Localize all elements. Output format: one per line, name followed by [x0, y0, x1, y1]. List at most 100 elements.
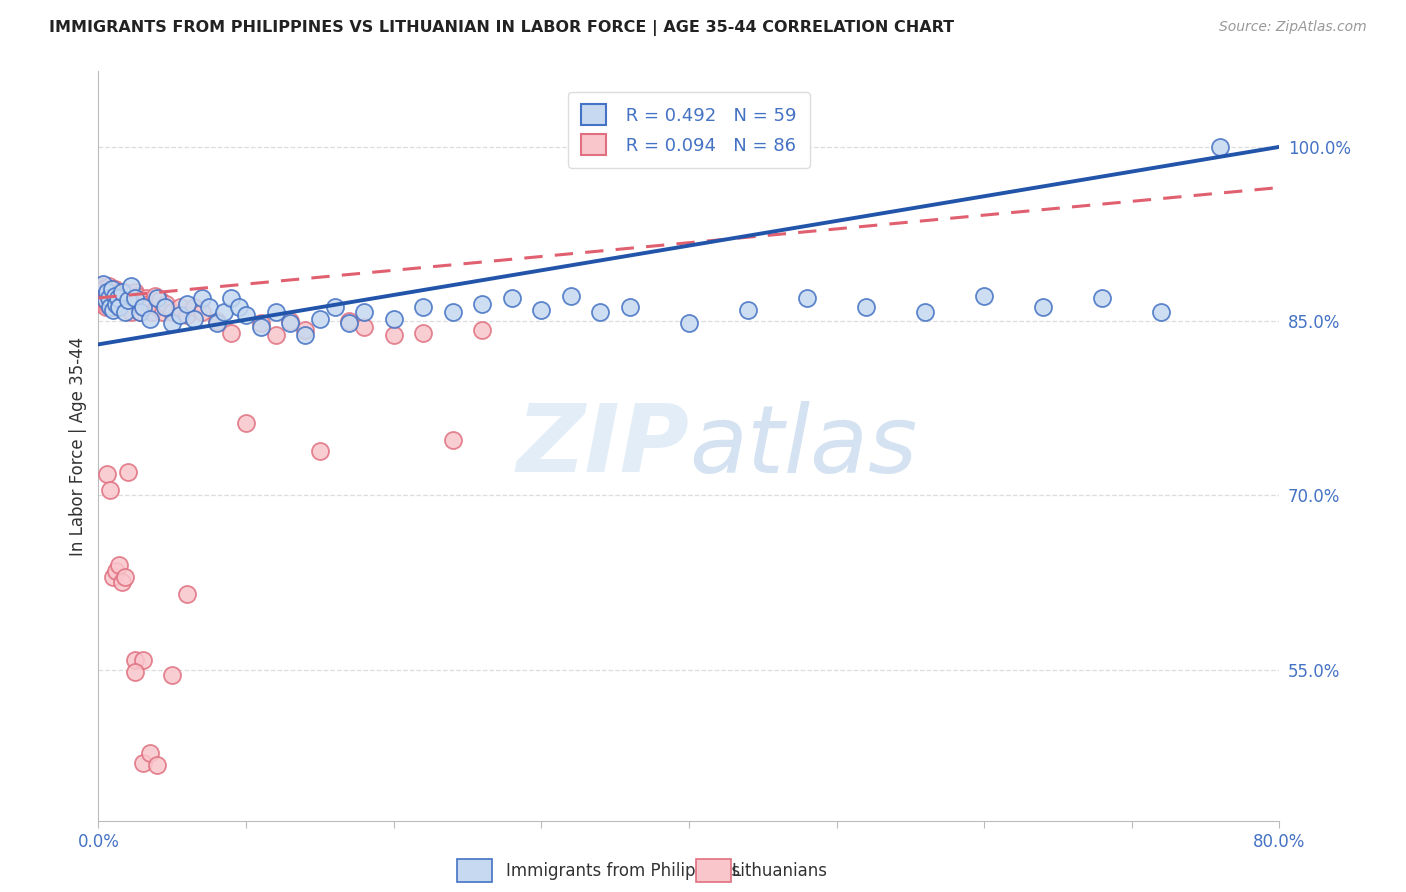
- Point: [309, 311, 332, 326]
- Point: [501, 291, 523, 305]
- Point: [162, 668, 183, 682]
- Point: [183, 311, 205, 326]
- Point: [124, 291, 146, 305]
- Point: [111, 296, 134, 310]
- Text: Source: ZipAtlas.com: Source: ZipAtlas.com: [1219, 20, 1367, 34]
- Point: [264, 328, 287, 343]
- Point: [107, 296, 129, 310]
- Point: [94, 300, 117, 314]
- Point: [107, 285, 129, 299]
- Point: [111, 285, 134, 299]
- Point: [117, 300, 139, 314]
- Point: [132, 300, 155, 314]
- Point: [146, 757, 169, 772]
- Point: [191, 291, 214, 305]
- Point: [294, 323, 316, 337]
- Point: [1209, 140, 1232, 154]
- Point: [1032, 300, 1054, 314]
- Point: [97, 291, 120, 305]
- Point: [169, 308, 191, 322]
- Point: [98, 483, 121, 497]
- Point: [382, 311, 405, 326]
- Point: [93, 282, 115, 296]
- Point: [132, 756, 155, 770]
- Point: [91, 285, 114, 299]
- Point: [309, 444, 332, 458]
- Point: [382, 328, 405, 343]
- Point: [143, 288, 166, 302]
- Point: [90, 296, 112, 310]
- Point: [149, 293, 172, 308]
- Point: [796, 291, 818, 305]
- Point: [107, 291, 129, 305]
- Point: [323, 300, 346, 314]
- Point: [89, 279, 111, 293]
- Point: [132, 300, 155, 314]
- Point: [105, 296, 128, 310]
- Point: [589, 305, 612, 319]
- Point: [205, 317, 228, 331]
- Point: [205, 314, 228, 328]
- Point: [198, 300, 221, 314]
- Point: [235, 308, 257, 322]
- Point: [162, 317, 183, 331]
- Point: [139, 311, 162, 326]
- Point: [737, 302, 759, 317]
- Point: [118, 296, 141, 310]
- Point: [183, 300, 205, 314]
- Point: [619, 300, 641, 314]
- Point: [100, 282, 122, 296]
- Point: [114, 305, 136, 319]
- Point: [114, 285, 136, 299]
- Point: [339, 317, 361, 331]
- Text: Lithuanians: Lithuanians: [731, 862, 827, 880]
- Point: [97, 291, 120, 305]
- Point: [132, 653, 155, 667]
- Point: [89, 288, 111, 302]
- Point: [914, 305, 936, 319]
- Point: [120, 279, 142, 293]
- Point: [114, 570, 136, 584]
- Point: [94, 293, 117, 308]
- Point: [98, 300, 121, 314]
- Point: [678, 317, 700, 331]
- Point: [94, 285, 117, 299]
- Point: [120, 305, 142, 319]
- Point: [146, 300, 169, 314]
- Point: [103, 291, 125, 305]
- Point: [176, 587, 198, 601]
- Point: [235, 417, 257, 431]
- Point: [91, 277, 114, 291]
- Point: [250, 320, 273, 334]
- Point: [117, 288, 139, 302]
- Point: [128, 305, 150, 319]
- Point: [108, 288, 131, 302]
- Point: [471, 296, 494, 310]
- Point: [471, 323, 494, 337]
- Point: [98, 285, 121, 299]
- Point: [93, 291, 115, 305]
- Point: [104, 293, 127, 308]
- Point: [212, 305, 235, 319]
- Point: [141, 305, 163, 319]
- Point: [128, 305, 150, 319]
- Point: [162, 305, 183, 319]
- Point: [124, 285, 146, 299]
- Point: [530, 302, 553, 317]
- Point: [98, 293, 121, 308]
- Point: [560, 288, 582, 302]
- Point: [100, 300, 122, 314]
- Y-axis label: In Labor Force | Age 35-44: In Labor Force | Age 35-44: [69, 336, 87, 556]
- Point: [152, 305, 174, 319]
- Point: [105, 300, 128, 314]
- Point: [294, 328, 316, 343]
- Point: [97, 279, 120, 293]
- Point: [139, 746, 162, 760]
- Point: [1091, 291, 1114, 305]
- Point: [441, 433, 464, 447]
- Point: [124, 665, 146, 679]
- Point: [221, 326, 243, 340]
- Point: [96, 285, 118, 299]
- Point: [412, 300, 434, 314]
- Point: [153, 300, 176, 314]
